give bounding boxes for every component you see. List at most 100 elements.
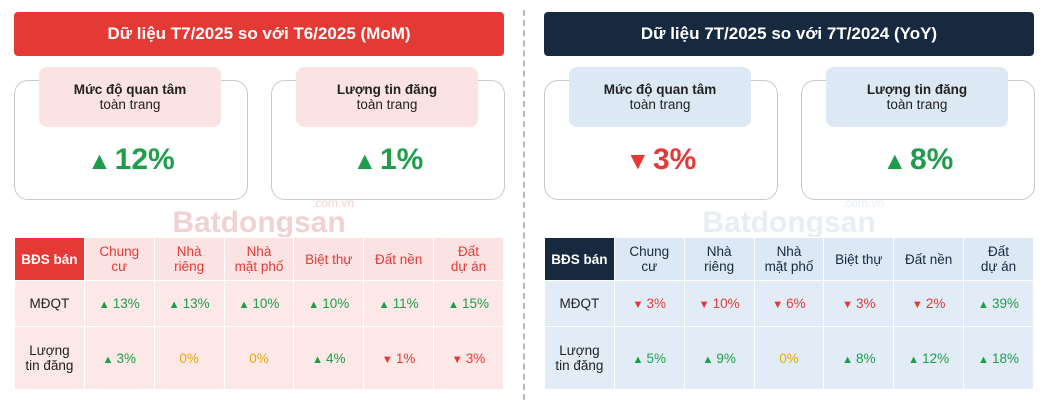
table-cell: ▲ 15% (433, 280, 504, 327)
up-triangle-icon: ▲ (842, 353, 854, 366)
card-label-line1: Mức độ quan tâm (73, 82, 187, 97)
row-header: MĐQT (544, 280, 615, 327)
column-header: Chung cư (83, 237, 155, 281)
card-value-text: 1% (379, 143, 424, 176)
column-header-line1: Nhà (706, 244, 732, 259)
card-value: ▲ 8% (802, 143, 1034, 177)
cell-value: 10% (252, 296, 280, 311)
card-value-text: 8% (909, 143, 954, 176)
down-triangle-icon: ▼ (381, 353, 393, 366)
watermark-logo: Batdongsan .com.vn (164, 196, 354, 240)
card-label-line2: toàn trang (886, 97, 948, 112)
table-cell: ▲ 11% (363, 280, 435, 327)
table-cell: ▲ 3% (83, 326, 155, 390)
down-triangle-icon: ▼ (698, 299, 710, 311)
card-label-line2: toàn trang (99, 97, 161, 112)
row-header-line2: tin đăng (555, 358, 604, 373)
row-header-line1: Lượng (29, 343, 70, 358)
watermark-text: Batdongsan (172, 206, 346, 239)
table-cell: ▼ 10% (683, 280, 755, 327)
up-triangle-icon: ▲ (87, 148, 112, 175)
column-header-line1: Nhà (776, 244, 802, 259)
up-triangle-icon: ▲ (312, 353, 324, 366)
up-triangle-icon: ▲ (168, 299, 180, 311)
table-cell: ▲ 13% (83, 280, 155, 327)
cell-value: 3% (856, 296, 876, 311)
down-triangle-icon: ▼ (772, 299, 784, 311)
panel-title: Dữ liệu 7T/2025 so với 7T/2024 (YoY) (544, 12, 1034, 56)
watermark-text: Batdongsan (702, 206, 876, 239)
table-row: Lượng tin đăng ▲ 5% ▲ 9% 0% ▲ 8% ▲ 12% ▲ 18% (544, 326, 1034, 390)
interest-card: Mức độ quan tâm toàn trang ▼ 3% (544, 67, 778, 200)
card-label: Lượng tin đăng toàn trang (826, 67, 1008, 127)
table-corner-header: BĐS bán (14, 237, 85, 281)
down-triangle-icon: ▼ (911, 299, 923, 311)
column-header: Đất dự án (433, 237, 504, 281)
card-value-text: 12% (114, 143, 175, 176)
column-header-line2: riêng (704, 259, 735, 274)
card-value-text: 3% (652, 143, 697, 176)
cell-value: 3% (465, 350, 486, 366)
up-triangle-icon: ▲ (882, 148, 907, 175)
cell-value: 4% (326, 350, 346, 366)
table-cell: ▲ 12% (893, 326, 965, 390)
up-triangle-icon: ▲ (98, 299, 110, 311)
column-header-line1: Nhà (176, 244, 202, 259)
down-triangle-icon: ▼ (451, 353, 463, 366)
row-header-line2: tin đăng (25, 358, 74, 373)
column-header: Đất nền (363, 237, 435, 281)
row-header-line1: MĐQT (559, 296, 600, 311)
up-triangle-icon: ▲ (978, 299, 989, 311)
cell-value: 13% (182, 296, 210, 311)
column-header-line2: cư (641, 259, 658, 274)
column-header-line1: Đất (988, 244, 1010, 259)
table-cell: ▲ 4% (293, 326, 365, 390)
column-header-line1: Nhà (246, 244, 272, 259)
up-triangle-icon: ▲ (978, 353, 989, 366)
column-header: Biệt thự (293, 237, 365, 281)
listings-card: Lượng tin đăng toàn trang ▲ 8% (801, 67, 1035, 200)
cell-value: 3% (646, 296, 666, 311)
cell-value: 9% (716, 350, 736, 366)
column-header-line1: Chung (629, 244, 670, 259)
table-cell: ▲ 9% (683, 326, 755, 390)
table-cell: ▼ 1% (363, 326, 435, 390)
table-row: Lượng tin đăng ▲ 3% 0% 0% ▲ 4% ▼ 1% ▼ 3% (14, 326, 504, 390)
column-header-line1: Biệt thự (305, 251, 353, 267)
row-header: MĐQT (14, 280, 85, 327)
table-cell: ▲ 10% (223, 280, 295, 327)
column-header: Chung cư (613, 237, 685, 281)
up-triangle-icon: ▲ (632, 353, 644, 366)
table-row: MĐQT ▲ 13% ▲ 13% ▲ 10% ▲ 10% ▲ 11% ▲ 15% (14, 280, 504, 327)
cell-value: 12% (922, 350, 950, 366)
table-cell: ▲ 5% (613, 326, 685, 390)
table-header-row: BĐS bán Chung cư Nhà riêng Nhà mặt phố Biệt thự… (544, 237, 1034, 281)
card-label-line1: Lượng tin đăng (866, 82, 968, 97)
down-triangle-icon: ▼ (632, 299, 644, 311)
card-label-line1: Lượng tin đăng (336, 82, 438, 97)
cell-value: 13% (112, 296, 140, 311)
up-triangle-icon: ▲ (702, 353, 714, 366)
segment-table: BĐS bán Chung cư Nhà riêng Nhà mặt phố Biệt thự… (14, 237, 504, 390)
up-triangle-icon: ▲ (378, 299, 390, 311)
cell-value: 6% (786, 296, 806, 311)
column-header-line1: Biệt thự (835, 251, 883, 267)
cell-value: 0% (779, 350, 799, 366)
up-triangle-icon: ▲ (908, 353, 920, 366)
card-value: ▲ 12% (15, 143, 247, 177)
column-header-line2: mặt phố (234, 259, 284, 274)
column-header: Biệt thự (823, 237, 895, 281)
table-cell: ▲ 18% (963, 326, 1034, 390)
cell-value: 39% (991, 296, 1020, 311)
table-header-row: BĐS bán Chung cư Nhà riêng Nhà mặt phố Biệt thự… (14, 237, 504, 281)
table-cell: ▲ 10% (293, 280, 365, 327)
table-cell: ▼ 3% (823, 280, 895, 327)
column-header-line2: dự án (450, 259, 487, 274)
card-label: Mức độ quan tâm toàn trang (569, 67, 751, 127)
column-header: Nhà mặt phố (753, 237, 825, 281)
column-header-line1: Chung (99, 244, 140, 259)
card-value: ▲ 1% (272, 143, 504, 177)
down-triangle-icon: ▼ (625, 148, 650, 175)
cell-value: 18% (991, 350, 1020, 366)
cell-value: 15% (461, 296, 490, 311)
